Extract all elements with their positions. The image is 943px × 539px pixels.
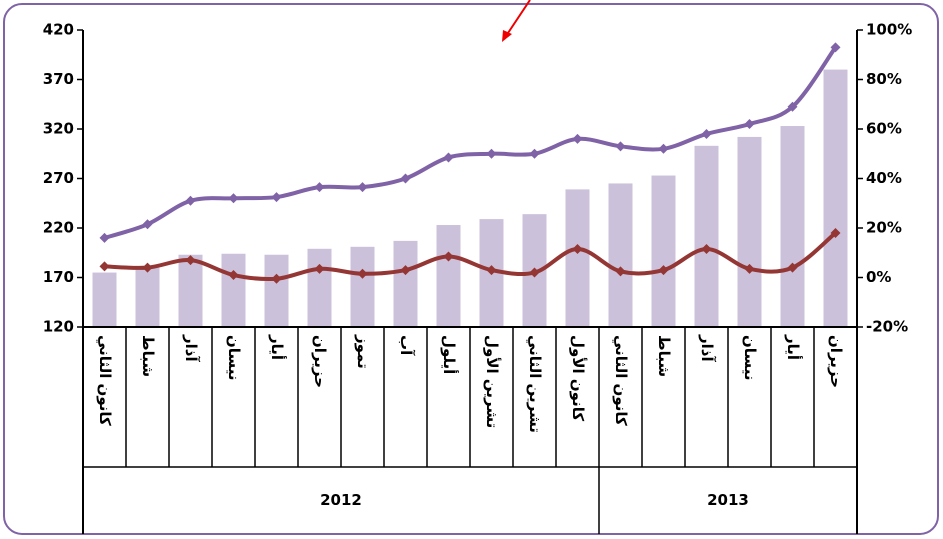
y2-tick-label: 60%: [866, 120, 902, 138]
line-marker: [357, 268, 368, 279]
line-marker: [142, 262, 153, 273]
bar: [393, 240, 418, 327]
arrow-head: [502, 30, 512, 42]
bar: [92, 272, 117, 327]
bar: [694, 145, 719, 327]
bar: [350, 246, 375, 327]
y2-tick-label: 80%: [866, 70, 902, 88]
x-tick-label: حزيران: [827, 335, 845, 388]
bar: [307, 248, 332, 327]
bar: [264, 254, 289, 327]
x-tick-label: آب: [397, 335, 415, 356]
x-tick-label: أيلول: [440, 335, 459, 374]
line-marker: [830, 227, 841, 238]
group-label: 2013: [707, 491, 749, 509]
line-marker: [443, 251, 454, 262]
bar: [565, 189, 590, 327]
line-marker: [185, 255, 196, 266]
x-tick-label: تشرين الثاني: [526, 335, 544, 433]
x-tick-label: أيار: [784, 334, 803, 360]
y-tick-label: 170: [43, 268, 74, 286]
line-marker: [572, 133, 583, 144]
y-tick-label: 420: [43, 21, 74, 39]
line-marker: [400, 173, 411, 184]
line-marker: [615, 141, 626, 152]
line-marker: [744, 263, 755, 274]
x-tick-label: آذار: [182, 334, 200, 362]
bar: [823, 69, 848, 327]
line-marker: [314, 182, 325, 193]
line-marker: [658, 265, 669, 276]
y-tick-label: 320: [43, 120, 74, 138]
bar: [780, 126, 805, 327]
line-marker: [142, 219, 153, 230]
bar: [178, 254, 203, 327]
bar: [221, 253, 246, 327]
y-tick-label: 220: [43, 219, 74, 237]
line-marker: [615, 266, 626, 277]
line-marker: [529, 148, 540, 159]
line-marker: [658, 143, 669, 154]
x-tick-label: شباط: [655, 335, 673, 377]
bar: [608, 183, 633, 327]
arrow: [505, 0, 531, 37]
x-tick-label: شباط: [139, 335, 157, 377]
line-marker: [787, 262, 798, 273]
group-label: 2012: [320, 491, 362, 509]
bar: [651, 175, 676, 327]
line-marker: [701, 128, 712, 139]
line-marker: [830, 42, 841, 53]
line-marker: [357, 182, 368, 193]
y2-tick-label: 40%: [866, 169, 902, 187]
line-marker: [99, 261, 110, 272]
x-tick-label: تشرين الأول: [483, 335, 501, 428]
line-marker: [228, 270, 239, 281]
x-tick-label: كانون الثاني: [96, 335, 114, 426]
x-tick-label: حزيران: [311, 335, 329, 388]
line-marker: [744, 119, 755, 130]
line-marker: [701, 244, 712, 255]
bar: [135, 267, 160, 327]
line-marker: [271, 192, 282, 203]
y2-tick-label: 20%: [866, 219, 902, 237]
line-marker: [99, 232, 110, 243]
y-tick-label: 370: [43, 70, 74, 88]
line-marker: [486, 148, 497, 159]
x-tick-label: تموز: [354, 334, 372, 369]
y2-tick-label: 0%: [866, 268, 891, 286]
line-marker: [185, 195, 196, 206]
bar: [436, 225, 461, 327]
y2-tick-label: -20%: [866, 318, 908, 336]
y-tick-label: 270: [43, 169, 74, 187]
line-marker: [787, 101, 798, 112]
x-tick-label: أيار: [268, 334, 287, 360]
line-marker: [228, 193, 239, 204]
y-tick-label: 120: [43, 318, 74, 336]
line-marker: [572, 244, 583, 255]
y2-tick-label: 100%: [866, 21, 912, 39]
x-tick-label: نيسان: [225, 335, 243, 380]
x-tick-label: كانون الأول: [569, 335, 587, 421]
line-marker: [400, 265, 411, 276]
bar: [737, 136, 762, 327]
x-tick-label: كانون الثاني: [612, 335, 630, 426]
x-tick-label: آذار: [698, 334, 716, 362]
line-marker: [271, 273, 282, 284]
line-marker: [529, 267, 540, 278]
line-marker: [486, 265, 497, 276]
line-marker: [443, 152, 454, 163]
line-marker: [314, 263, 325, 274]
x-tick-label: نيسان: [741, 335, 759, 380]
